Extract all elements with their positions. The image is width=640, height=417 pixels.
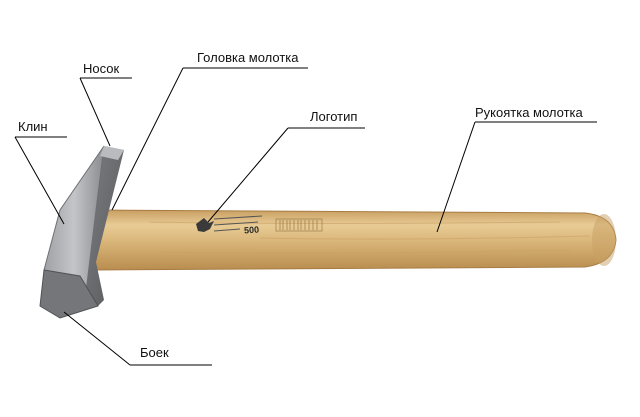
label-boek: Боек [140, 345, 169, 360]
handle-logo-stamp [196, 215, 323, 232]
hammer-head [39, 145, 124, 319]
leader-logotip-pointer [207, 127, 289, 223]
label-rukoyatka: Рукоятка молотка [475, 105, 583, 120]
leader-klin-pointer [14, 136, 65, 225]
leader-rukoyatka-pointer [436, 121, 476, 233]
handle-grain [149, 221, 591, 254]
logo-text-line-3 [213, 228, 241, 232]
leader-lines [14, 67, 597, 366]
leader-boek-pointer [63, 311, 131, 366]
logo-weight-text: 500 [243, 224, 260, 236]
leader-golovka-pointer [111, 67, 184, 211]
logo-text-line-1 [213, 215, 263, 220]
label-klin: Клин [18, 119, 48, 134]
handle-end [592, 214, 616, 266]
head-strike-face [39, 269, 99, 319]
logo-bird-icon [196, 218, 214, 232]
hammer-handle [94, 209, 617, 271]
label-nosok: Носок [83, 61, 120, 76]
leader-nosok-pointer [79, 77, 111, 147]
label-golovka: Головка молотка [197, 50, 299, 65]
head-wedge-top [100, 146, 124, 160]
logo-barcode [275, 218, 323, 232]
head-side [86, 146, 124, 306]
label-logotip: Логотип [310, 109, 358, 124]
logo-text-line-2 [213, 221, 259, 226]
